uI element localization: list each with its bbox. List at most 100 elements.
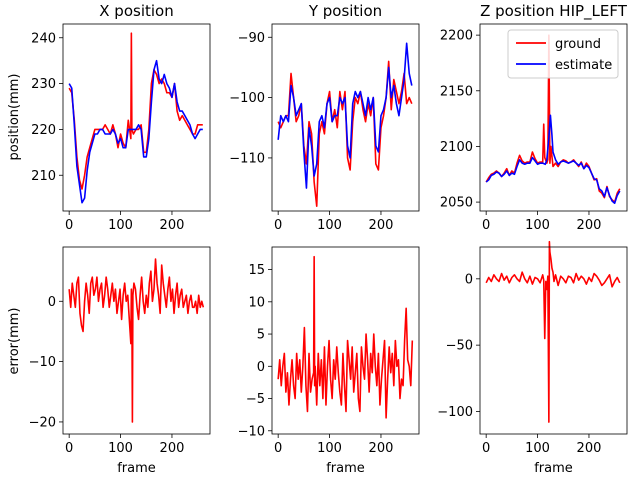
z-position-estimate-line <box>485 114 621 205</box>
z-error-ytick-label: 0 <box>465 272 473 287</box>
y-error-ytick-label: −5 <box>246 392 265 407</box>
z-error-axes-frame <box>479 246 628 435</box>
z-position-axes-frame <box>479 23 628 212</box>
x-position-xtick-label: 0 <box>65 218 73 233</box>
z-error-xtick: 0 <box>482 434 490 456</box>
legend-box <box>507 29 619 79</box>
z-position-ytick-label: 2200 <box>440 29 473 44</box>
x-position-ytick-label: 230 <box>31 77 56 92</box>
z-position-ytick-label: 2100 <box>440 140 473 155</box>
y-error-ytick-label: 5 <box>257 328 265 343</box>
z-position-xtick: 100 <box>525 211 550 233</box>
legend: ground estimate <box>507 29 619 79</box>
x-position-title: X position <box>99 2 173 20</box>
z-error-ytick: −100 <box>437 405 480 420</box>
y-error-xtick-label: 100 <box>317 441 342 456</box>
x-error-ytick-label: −20 <box>29 415 56 430</box>
x-error-xtick-label: 100 <box>108 441 133 456</box>
x-error-xtick: 100 <box>108 434 133 456</box>
frame-xlabel-x-error: frame <box>117 461 156 476</box>
x-position-xtick-label: 200 <box>160 218 185 233</box>
x-position-ytick-label: 220 <box>31 123 56 138</box>
z-error-xtick: 100 <box>525 434 550 456</box>
y-error-ytick-label: 0 <box>257 360 265 375</box>
x-error-xtick-label: 0 <box>65 441 73 456</box>
x-position-axes-frame <box>62 23 211 212</box>
y-error-xtick-label: 200 <box>369 441 394 456</box>
y-error-ytick-label: −10 <box>238 424 265 439</box>
z-error-xtick-label: 100 <box>525 441 550 456</box>
x-position-xtick: 100 <box>108 211 133 233</box>
y-position-ytick: −100 <box>229 91 272 106</box>
z-position-title: Z position HIP_LEFT <box>480 2 628 21</box>
x-error-ytick: 0 <box>48 295 63 310</box>
z-position-ytick: 2050 <box>440 196 480 211</box>
x-position-xtick: 0 <box>65 211 73 233</box>
z-error-ytick-label: −50 <box>446 339 473 354</box>
z-error-xtick: 200 <box>577 434 602 456</box>
x-error-ytick: −20 <box>29 415 63 430</box>
z-position-ytick: 2200 <box>440 29 480 44</box>
x-position-xtick-label: 100 <box>108 218 133 233</box>
z-error-ytick: 0 <box>465 272 480 287</box>
x-error-ytick-label: −10 <box>29 355 56 370</box>
z-position-xtick-label: 0 <box>482 218 490 233</box>
y-error-xtick: 200 <box>369 434 394 456</box>
x-error-xtick: 200 <box>160 434 185 456</box>
x-error-error-line <box>68 258 205 423</box>
y-position-ytick-label: −100 <box>229 91 265 106</box>
z-error-xtick-label: 200 <box>577 441 602 456</box>
y-error-ytick-label: 10 <box>248 295 265 310</box>
frame-xlabel-y-error: frame <box>326 461 365 476</box>
z-position-ytick-label: 2150 <box>440 84 473 99</box>
x-position-ytick: 240 <box>31 31 63 46</box>
x-position-ytick: 210 <box>31 169 63 184</box>
y-position-ytick: −110 <box>229 151 272 166</box>
y-position-xtick-label: 0 <box>274 218 282 233</box>
x-position-ytick-label: 210 <box>31 169 56 184</box>
z-position-ytick-label: 2050 <box>440 196 473 211</box>
x-position-ytick: 230 <box>31 77 63 92</box>
z-error-ytick-label: −100 <box>437 405 473 420</box>
y-error-panel: frame 0 100 200 −10 −5 0 5 10 15 <box>238 246 420 476</box>
position-ylabel: position(mm) <box>7 74 22 161</box>
y-position-ytick-label: −90 <box>238 31 265 46</box>
y-position-panel: Y position 0 100 200 −110 −100 −90 <box>229 2 420 233</box>
z-error-ytick: −50 <box>446 339 480 354</box>
y-position-xtick-label: 100 <box>317 218 342 233</box>
x-error-panel: frame error(mm) 0 100 200 −20 −10 0 <box>7 246 211 476</box>
y-error-ytick: 5 <box>257 328 272 343</box>
y-error-ytick: −5 <box>246 392 272 407</box>
y-position-ground-line <box>277 60 413 207</box>
y-error-ytick: 10 <box>248 295 272 310</box>
x-position-panel: X position position(mm) 0 100 200 210 220 230… <box>7 2 211 233</box>
y-error-xtick: 0 <box>274 434 282 456</box>
z-position-xtick: 200 <box>577 211 602 233</box>
y-position-estimate-line <box>277 42 413 189</box>
z-error-panel: frame 0 100 200 −100 −50 0 <box>437 240 628 476</box>
x-position-ytick: 220 <box>31 123 63 138</box>
y-error-xtick-label: 0 <box>274 441 282 456</box>
y-position-xtick: 200 <box>369 211 394 233</box>
z-error-xtick-label: 0 <box>482 441 490 456</box>
x-position-ground-line <box>68 32 203 190</box>
legend-estimate-label: estimate <box>555 58 612 73</box>
z-position-xtick-label: 100 <box>525 218 550 233</box>
y-error-ytick: −10 <box>238 424 272 439</box>
y-position-xtick: 0 <box>274 211 282 233</box>
y-position-xtick-label: 200 <box>369 218 394 233</box>
x-error-ytick-label: 0 <box>48 295 56 310</box>
z-position-ytick: 2150 <box>440 84 480 99</box>
x-position-xtick: 200 <box>160 211 185 233</box>
z-position-xtick-label: 200 <box>577 218 602 233</box>
y-position-ytick: −90 <box>238 31 272 46</box>
x-error-xtick-label: 200 <box>160 441 185 456</box>
y-error-ytick-label: 15 <box>248 263 265 278</box>
legend-ground-label: ground <box>555 37 601 52</box>
y-error-ytick: 15 <box>248 263 272 278</box>
z-position-ytick: 2100 <box>440 140 480 155</box>
x-position-estimate-line <box>68 59 203 204</box>
y-error-axes-frame <box>271 246 420 435</box>
y-error-xtick: 100 <box>317 434 342 456</box>
